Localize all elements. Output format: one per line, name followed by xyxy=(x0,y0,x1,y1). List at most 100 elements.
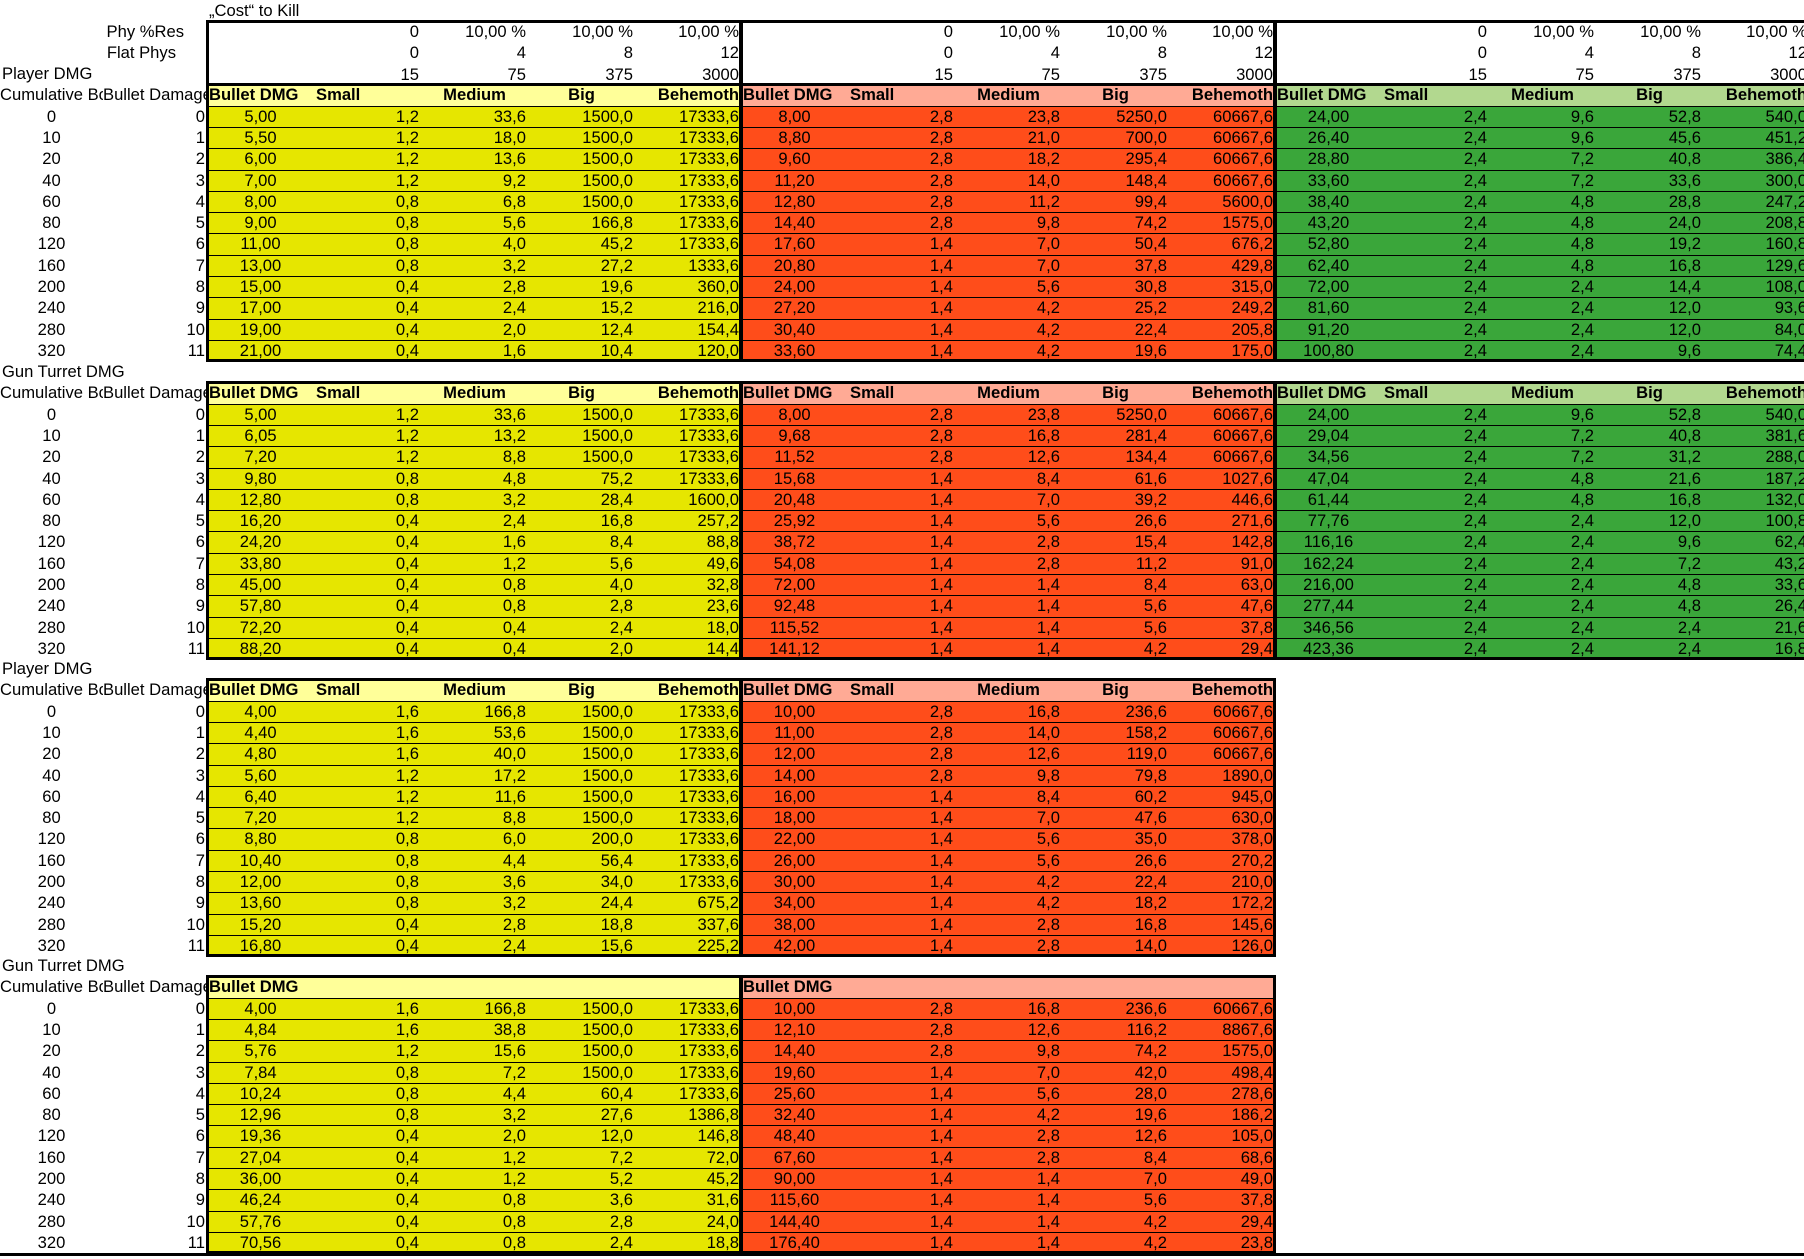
header-res-cell[interactable]: 10,00 % xyxy=(572,22,633,41)
index-value[interactable]: 0 xyxy=(195,998,205,1018)
cumulative-value[interactable]: 320 xyxy=(37,935,66,955)
data-cell[interactable]: 337,6 xyxy=(697,914,739,934)
data-cell[interactable]: 72,0 xyxy=(706,1147,739,1167)
data-cell[interactable]: 315,0 xyxy=(1231,277,1273,296)
data-cell[interactable]: 11,52 xyxy=(774,447,815,467)
data-cell[interactable]: 28,0 xyxy=(1134,1083,1167,1103)
cumulative-value[interactable]: 40 xyxy=(42,468,61,488)
data-cell[interactable]: 32,8 xyxy=(706,575,739,594)
data-cell[interactable]: 23,8 xyxy=(1240,1232,1273,1252)
data-cell[interactable]: 49,0 xyxy=(1240,1169,1273,1188)
data-cell[interactable]: 33,6 xyxy=(1668,170,1701,190)
data-cell[interactable]: 84,0 xyxy=(1774,319,1804,339)
index-value[interactable]: 0 xyxy=(195,404,205,424)
index-value[interactable]: 8 xyxy=(195,575,205,594)
header-res-cell[interactable]: 10,00 % xyxy=(465,22,526,41)
data-cell[interactable]: 5250,0 xyxy=(1116,404,1167,424)
data-cell[interactable]: 0,4 xyxy=(502,638,526,658)
bullet-damage-label[interactable]: Bullet Damage xyxy=(103,85,207,105)
data-cell[interactable]: 2,4 xyxy=(1570,319,1594,339)
data-cell[interactable]: 33,6 xyxy=(1774,575,1804,594)
data-cell[interactable]: 22,4 xyxy=(1134,872,1167,891)
data-cell[interactable]: 2,4 xyxy=(1463,425,1487,445)
data-cell[interactable]: 23,8 xyxy=(1027,106,1060,126)
data-cell[interactable]: 12,80 xyxy=(773,191,816,211)
column-header[interactable]: Behemoth xyxy=(657,680,739,700)
data-cell[interactable]: 1,4 xyxy=(929,893,953,913)
section-title[interactable]: Player DMG xyxy=(2,659,93,678)
data-cell[interactable]: 2,8 xyxy=(1036,1126,1060,1146)
data-cell[interactable]: 9,60 xyxy=(778,149,811,169)
index-value[interactable]: 0 xyxy=(195,701,205,721)
data-cell[interactable]: 2,8 xyxy=(929,722,953,742)
data-cell[interactable]: 60667,6 xyxy=(1213,425,1273,445)
data-cell[interactable]: 2,4 xyxy=(1570,553,1594,573)
data-cell[interactable]: 2,8 xyxy=(1036,914,1060,934)
data-cell[interactable]: 0,4 xyxy=(395,511,419,531)
data-cell[interactable]: 17333,6 xyxy=(679,1019,739,1039)
data-cell[interactable]: 2,8 xyxy=(929,998,953,1018)
data-cell[interactable]: 7,0 xyxy=(1036,489,1060,509)
bullet-damage-label[interactable]: Bullet Damage xyxy=(103,680,207,700)
header-flat-cell[interactable]: 4 xyxy=(1584,43,1594,63)
data-cell[interactable]: 53,6 xyxy=(493,722,526,742)
data-cell[interactable]: 1,4 xyxy=(929,872,953,891)
data-cell[interactable]: 72,20 xyxy=(239,617,282,637)
data-cell[interactable]: 67,60 xyxy=(773,1147,816,1167)
data-cell[interactable]: 1,4 xyxy=(929,1083,953,1103)
data-cell[interactable]: 17333,6 xyxy=(679,468,739,488)
data-cell[interactable]: 6,05 xyxy=(244,425,277,445)
data-cell[interactable]: 12,0 xyxy=(1668,319,1701,339)
phy-res-label[interactable]: Phy %Res xyxy=(106,22,184,41)
index-value[interactable]: 4 xyxy=(195,786,205,806)
data-cell[interactable]: 18,2 xyxy=(1027,149,1060,169)
data-cell[interactable]: 5,50 xyxy=(244,127,277,147)
data-cell[interactable]: 1,2 xyxy=(395,786,419,806)
data-cell[interactable]: 2,8 xyxy=(609,1211,633,1231)
data-cell[interactable]: 30,40 xyxy=(773,319,816,339)
data-cell[interactable]: 2,8 xyxy=(929,701,953,721)
data-cell[interactable]: 9,00 xyxy=(244,213,277,233)
data-cell[interactable]: 270,2 xyxy=(1231,850,1273,870)
data-cell[interactable]: 172,2 xyxy=(1231,893,1273,913)
data-cell[interactable]: 1,4 xyxy=(1036,638,1060,658)
data-cell[interactable]: 16,8 xyxy=(1027,425,1060,445)
data-cell[interactable]: 17333,6 xyxy=(679,1062,739,1082)
data-cell[interactable]: 33,80 xyxy=(239,553,282,573)
index-value[interactable]: 8 xyxy=(195,1169,205,1188)
data-cell[interactable]: 0,4 xyxy=(395,532,419,552)
data-cell[interactable]: 8,4 xyxy=(1036,786,1060,806)
data-cell[interactable]: 1,4 xyxy=(929,1211,953,1231)
data-cell[interactable]: 5,6 xyxy=(1036,1083,1060,1103)
cumulative-value[interactable]: 120 xyxy=(37,532,66,552)
data-cell[interactable]: 1,4 xyxy=(929,1232,953,1252)
data-cell[interactable]: 57,80 xyxy=(239,596,282,616)
header-hp-cell[interactable]: 15 xyxy=(400,64,419,84)
data-cell[interactable]: 162,24 xyxy=(1303,553,1354,573)
data-cell[interactable]: 3,6 xyxy=(502,872,526,891)
column-header[interactable]: Bullet DMG xyxy=(743,383,833,403)
column-header[interactable]: Bullet DMG xyxy=(743,680,833,700)
header-flat-cell[interactable]: 4 xyxy=(516,43,526,63)
data-cell[interactable]: 63,0 xyxy=(1240,575,1273,594)
data-cell[interactable]: 1,2 xyxy=(395,765,419,785)
data-cell[interactable]: 91,20 xyxy=(1307,319,1350,339)
data-cell[interactable]: 74,2 xyxy=(1134,213,1167,233)
data-cell[interactable]: 93,6 xyxy=(1774,298,1804,318)
data-cell[interactable]: 105,0 xyxy=(1231,1126,1273,1146)
data-cell[interactable]: 57,76 xyxy=(239,1211,282,1231)
data-cell[interactable]: 34,0 xyxy=(600,872,633,891)
data-cell[interactable]: 14,0 xyxy=(1027,170,1060,190)
index-value[interactable]: 4 xyxy=(195,191,205,211)
data-cell[interactable]: 2,4 xyxy=(1463,468,1487,488)
data-cell[interactable]: 700,0 xyxy=(1125,127,1167,147)
data-cell[interactable]: 8,00 xyxy=(778,404,811,424)
data-cell[interactable]: 144,40 xyxy=(769,1211,820,1231)
section-title[interactable]: Gun Turret DMG xyxy=(2,362,125,381)
data-cell[interactable]: 3,2 xyxy=(502,1105,526,1125)
data-cell[interactable]: 2,4 xyxy=(1463,511,1487,531)
index-value[interactable]: 0 xyxy=(195,106,205,126)
cumulative-value[interactable]: 280 xyxy=(37,914,66,934)
data-cell[interactable]: 2,4 xyxy=(1570,638,1594,658)
column-header[interactable]: Bullet DMG xyxy=(743,85,833,105)
